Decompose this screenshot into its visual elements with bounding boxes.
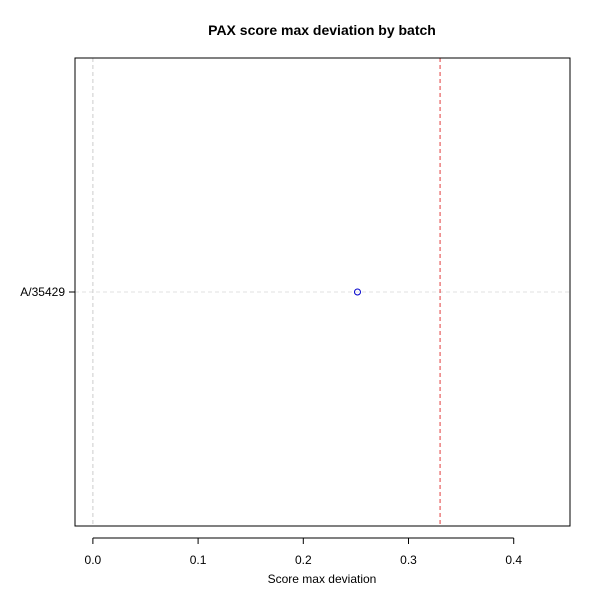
points-layer: [353, 288, 361, 296]
x-tick-label: 0.3: [400, 553, 417, 567]
chart-title: PAX score max deviation by batch: [208, 22, 436, 38]
y-axis: A/35429: [20, 285, 75, 299]
reference-lines: [92, 58, 441, 526]
x-tick-label: 0.4: [505, 553, 522, 567]
data-point: [353, 288, 361, 296]
x-axis-label: Score max deviation: [268, 572, 377, 586]
y-category-label: A/35429: [20, 285, 65, 299]
x-axis: 0.0 0.1 0.2 0.3 0.4: [85, 537, 522, 567]
x-tick-label: 0.0: [85, 553, 102, 567]
x-tick-label: 0.1: [190, 553, 207, 567]
x-tick-label: 0.2: [295, 553, 312, 567]
